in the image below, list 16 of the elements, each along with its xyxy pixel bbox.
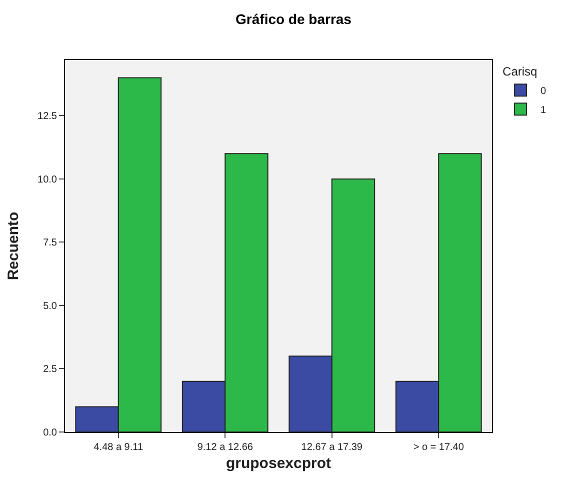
y-tick-label: 5.0 xyxy=(43,300,58,312)
y-tick-label: 10.0 xyxy=(38,174,58,186)
x-axis-title: gruposexcprot xyxy=(226,455,332,472)
x-tick-label: 12.67 a 17.39 xyxy=(301,442,363,453)
legend-label: 0 xyxy=(540,86,547,97)
y-axis-title: Recuento xyxy=(4,212,22,280)
x-tick-label: 4.48 a 9.11 xyxy=(94,442,144,453)
y-tick-label: 2.5 xyxy=(43,364,58,376)
legend-title: Carisq xyxy=(502,64,538,79)
y-tick-label: 7.5 xyxy=(43,238,58,249)
x-tick-label: 9.12 a 12.66 xyxy=(197,442,254,453)
legend-label: 1 xyxy=(540,105,547,116)
chart-title: Gráfico de barras xyxy=(236,11,352,28)
y-tick-label: 0.0 xyxy=(43,428,58,438)
x-tick-label: > o = 17.40 xyxy=(413,442,464,453)
y-tick-label: 12.5 xyxy=(38,111,58,122)
